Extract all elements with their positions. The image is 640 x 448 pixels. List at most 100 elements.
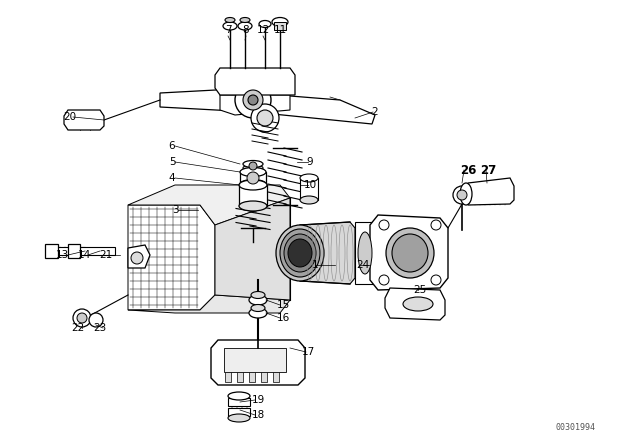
Ellipse shape <box>288 239 312 267</box>
Text: 10: 10 <box>303 180 317 190</box>
Bar <box>237 372 243 382</box>
Circle shape <box>379 275 389 285</box>
Polygon shape <box>55 247 85 255</box>
Circle shape <box>247 172 259 184</box>
Text: 11: 11 <box>273 25 287 35</box>
Ellipse shape <box>276 225 324 281</box>
Text: 13: 13 <box>56 250 68 260</box>
Circle shape <box>235 82 271 118</box>
Text: 14: 14 <box>77 250 91 260</box>
Text: 7: 7 <box>225 25 231 35</box>
Ellipse shape <box>239 201 267 211</box>
Circle shape <box>73 309 91 327</box>
Polygon shape <box>128 245 150 268</box>
Polygon shape <box>385 288 445 320</box>
Circle shape <box>457 190 467 200</box>
Text: 8: 8 <box>243 25 250 35</box>
Circle shape <box>243 90 263 110</box>
Ellipse shape <box>249 308 267 318</box>
Ellipse shape <box>392 234 428 272</box>
Circle shape <box>249 162 257 170</box>
Circle shape <box>77 313 87 323</box>
Polygon shape <box>160 88 253 112</box>
Ellipse shape <box>386 228 434 278</box>
Polygon shape <box>228 398 250 406</box>
Circle shape <box>131 252 143 264</box>
Ellipse shape <box>284 234 316 272</box>
Polygon shape <box>239 185 267 206</box>
Text: 16: 16 <box>276 313 290 323</box>
Circle shape <box>431 275 441 285</box>
Text: 21: 21 <box>99 250 113 260</box>
Ellipse shape <box>403 297 433 311</box>
Circle shape <box>89 313 103 327</box>
Ellipse shape <box>228 414 250 422</box>
Circle shape <box>248 95 258 105</box>
Ellipse shape <box>251 292 265 298</box>
Ellipse shape <box>249 295 267 305</box>
Bar <box>273 372 279 382</box>
Polygon shape <box>300 222 355 284</box>
Ellipse shape <box>239 180 267 190</box>
Ellipse shape <box>240 180 266 189</box>
Polygon shape <box>128 205 215 310</box>
Ellipse shape <box>358 232 372 274</box>
Circle shape <box>431 220 441 230</box>
Text: 27: 27 <box>480 164 496 177</box>
Ellipse shape <box>460 183 472 205</box>
Text: 23: 23 <box>93 323 107 333</box>
Text: 26: 26 <box>460 164 476 177</box>
Text: 00301994: 00301994 <box>555 423 595 432</box>
Polygon shape <box>64 110 104 130</box>
Text: 18: 18 <box>252 410 264 420</box>
Polygon shape <box>355 222 375 284</box>
Polygon shape <box>68 244 80 258</box>
Text: 1: 1 <box>312 260 318 270</box>
Ellipse shape <box>259 21 271 27</box>
Polygon shape <box>215 198 290 300</box>
Polygon shape <box>220 95 290 115</box>
Polygon shape <box>128 185 290 225</box>
Circle shape <box>257 110 273 126</box>
Ellipse shape <box>238 22 252 30</box>
Bar <box>249 372 255 382</box>
Polygon shape <box>274 22 286 30</box>
Polygon shape <box>240 172 266 184</box>
Polygon shape <box>370 215 448 290</box>
Text: 19: 19 <box>252 395 264 405</box>
Circle shape <box>251 104 279 132</box>
Circle shape <box>379 220 389 230</box>
Text: 3: 3 <box>172 205 179 215</box>
Ellipse shape <box>240 168 266 177</box>
Polygon shape <box>253 93 375 124</box>
Text: 9: 9 <box>307 157 314 167</box>
Polygon shape <box>45 244 58 258</box>
Text: 5: 5 <box>169 157 175 167</box>
Text: 24: 24 <box>356 260 370 270</box>
Circle shape <box>453 186 471 204</box>
Bar <box>261 372 267 382</box>
Ellipse shape <box>223 22 237 30</box>
Polygon shape <box>128 295 290 313</box>
Text: 25: 25 <box>413 285 427 295</box>
Text: 4: 4 <box>169 173 175 183</box>
Ellipse shape <box>300 196 318 204</box>
Ellipse shape <box>240 17 250 22</box>
Polygon shape <box>228 408 250 416</box>
Polygon shape <box>300 178 318 200</box>
Bar <box>225 372 231 382</box>
Bar <box>224 348 286 372</box>
Text: 22: 22 <box>72 323 84 333</box>
Ellipse shape <box>225 17 235 22</box>
Text: 2: 2 <box>372 107 378 117</box>
Ellipse shape <box>243 164 263 172</box>
Polygon shape <box>468 178 514 205</box>
Polygon shape <box>215 68 295 95</box>
Text: 20: 20 <box>63 112 77 122</box>
Ellipse shape <box>272 17 288 26</box>
Text: 12: 12 <box>257 25 269 35</box>
Text: 6: 6 <box>169 141 175 151</box>
Ellipse shape <box>251 305 265 311</box>
Ellipse shape <box>243 160 263 168</box>
Polygon shape <box>211 340 305 385</box>
